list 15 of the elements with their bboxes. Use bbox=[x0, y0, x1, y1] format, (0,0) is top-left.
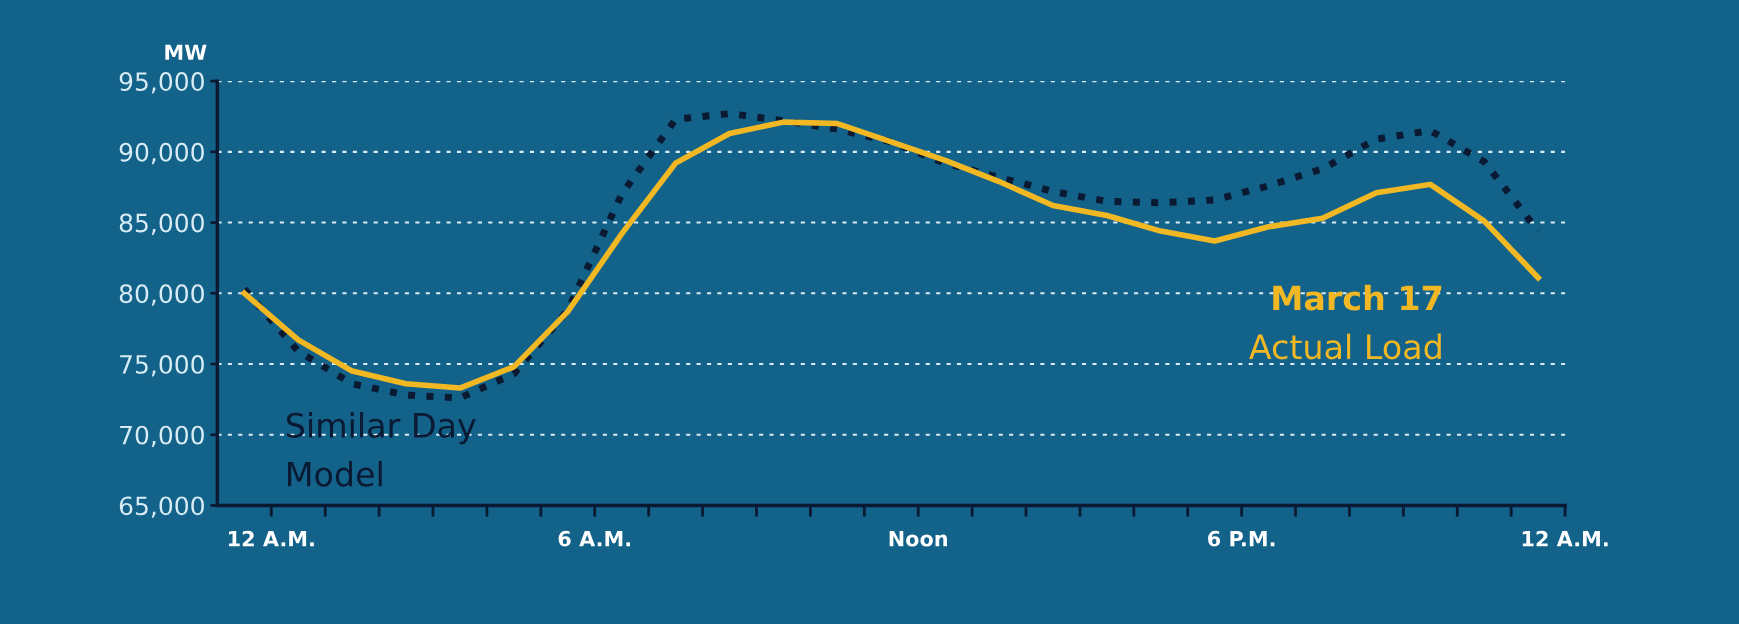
y-tick-label: 90,000 bbox=[119, 142, 204, 165]
y-tick-label: 75,000 bbox=[120, 354, 204, 377]
x-tick-label: Noon bbox=[889, 531, 948, 547]
y-tick-label: 95,000 bbox=[119, 72, 204, 94]
y-tick-label: 65,000 bbox=[119, 496, 204, 518]
y-tick-label: 85,000 bbox=[119, 213, 204, 235]
y-tick-label: 70,000 bbox=[120, 425, 204, 448]
series-label: Similar Day Model bbox=[286, 412, 476, 487]
x-tick-label: 12 A.M. bbox=[1522, 530, 1608, 547]
x-tick-label: 6 A.M. bbox=[558, 530, 631, 547]
x-tick-label: 12 A.M. bbox=[228, 530, 314, 547]
series-label: March 17 Actual Load bbox=[1249, 284, 1442, 360]
y-tick-label: 80,000 bbox=[119, 284, 204, 306]
y-axis-title: MW bbox=[165, 44, 207, 60]
x-tick-label: 6 P.M. bbox=[1208, 530, 1275, 547]
